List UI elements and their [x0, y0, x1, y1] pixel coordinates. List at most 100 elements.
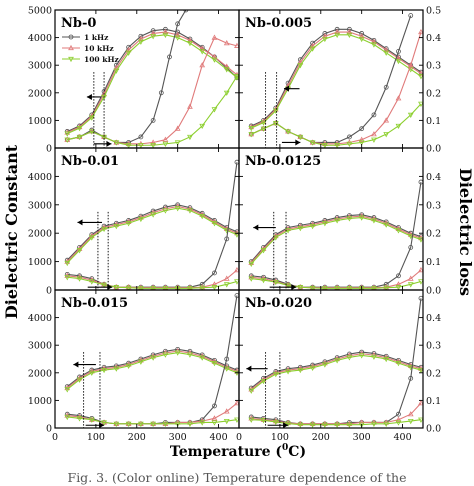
epsilon-point — [64, 131, 71, 137]
panel-title: Nb-0.01 — [61, 154, 119, 169]
loss-point — [223, 282, 230, 288]
epsilon-point — [138, 33, 144, 39]
epsilon-point — [395, 361, 402, 367]
epsilon-point — [334, 26, 340, 32]
loss-point — [150, 118, 156, 123]
loss-point — [334, 286, 341, 290]
y-tick-label: 2000 — [28, 88, 52, 99]
loss-point — [358, 422, 365, 428]
loss-point — [408, 244, 414, 250]
epsilon-point — [418, 70, 423, 76]
epsilon-point — [174, 350, 181, 356]
loss-point — [211, 281, 218, 287]
loss-point — [297, 420, 304, 426]
loss-point — [187, 134, 193, 141]
figure-caption: Fig. 3. (Color online) Temperature depen… — [67, 470, 407, 485]
loss-point — [234, 266, 239, 273]
y2-tick-label: 0.2 — [426, 88, 441, 99]
loss-point — [212, 270, 217, 276]
loss-point — [199, 62, 206, 68]
y-tick-label: 1000 — [28, 396, 52, 407]
epsilon-point — [199, 355, 206, 361]
arrow-to-dielectric-axis-head — [246, 365, 252, 372]
loss-point — [248, 132, 255, 138]
epsilon-point — [310, 220, 316, 226]
loss-point — [223, 408, 230, 414]
arrow-to-loss-axis-head — [107, 284, 113, 290]
loss-point — [137, 421, 144, 427]
loss-point — [272, 419, 279, 426]
epsilon-point — [310, 40, 316, 46]
loss-point — [162, 136, 169, 142]
epsilon-point — [248, 388, 255, 394]
loss-point — [334, 143, 341, 148]
loss-point — [358, 140, 365, 146]
epsilon-point — [358, 36, 365, 43]
epsilon-point — [297, 63, 304, 69]
loss-point — [88, 279, 95, 285]
x-tick-label: 400 — [209, 432, 227, 443]
epsilon-point — [88, 235, 95, 241]
epsilon-point — [126, 44, 132, 50]
epsilon-point — [137, 39, 144, 45]
epsilon-point — [321, 221, 328, 227]
loss-point — [125, 143, 132, 148]
loss-point — [359, 126, 365, 132]
x-axis-label-main: Temperature ( — [170, 444, 282, 460]
loss-point — [407, 112, 414, 119]
epsilon-point — [322, 218, 328, 223]
loss-point — [383, 285, 390, 290]
epsilon-point — [334, 215, 340, 220]
epsilon-point — [418, 74, 423, 80]
loss-point — [183, 10, 189, 13]
panel-title: Nb-0.0125 — [245, 154, 321, 169]
epsilon-point — [334, 355, 340, 361]
x-tick-label: 100 — [87, 432, 105, 443]
loss-point — [150, 286, 157, 290]
loss-point — [211, 415, 218, 421]
epsilon-point — [162, 352, 169, 358]
epsilon-point — [174, 206, 181, 212]
loss-point — [407, 62, 414, 68]
epsilon-point — [334, 32, 341, 38]
loss-point — [158, 90, 164, 96]
loss-point — [383, 284, 390, 290]
epsilon-point — [162, 32, 169, 38]
epsilon-point — [321, 362, 328, 368]
epsilon-point — [272, 108, 279, 114]
epsilon-point — [359, 31, 365, 36]
epsilon-point — [371, 38, 377, 44]
epsilon-series-line-2 — [67, 34, 238, 135]
loss-point — [76, 134, 83, 141]
y-tick-label: 1000 — [28, 257, 52, 268]
epsilon-point — [334, 358, 341, 364]
epsilon-point — [137, 359, 144, 365]
loss-point — [77, 273, 82, 279]
y-tick-label: 5000 — [28, 6, 52, 17]
y-tick-label: 3000 — [28, 200, 52, 211]
loss-point — [167, 54, 172, 60]
epsilon-point — [285, 369, 291, 375]
epsilon-point — [199, 49, 206, 55]
legend: 1 kHz 10 kHz 100 kHz — [62, 33, 119, 64]
loss-point — [346, 422, 353, 428]
loss-point — [234, 42, 239, 48]
panel-title: Nb-0.020 — [245, 296, 312, 311]
epsilon-point — [113, 220, 119, 226]
x-tick-label: 200 — [128, 432, 146, 443]
loss-point — [76, 416, 83, 422]
epsilon-point — [126, 360, 132, 366]
loss-point — [187, 103, 193, 109]
epsilon-point — [150, 34, 157, 40]
epsilon-point — [199, 45, 206, 51]
loss-point — [346, 141, 353, 147]
epsilon-point — [113, 68, 120, 74]
y-axis-label-left: Dielectric Constant — [2, 144, 21, 319]
panels-group: Nb-0010002000300040005000Nb-0.0050.00.10… — [28, 6, 441, 444]
x-tick-label: 0 — [52, 432, 58, 443]
arrow-to-loss-axis-head — [106, 140, 112, 147]
epsilon-point — [407, 233, 414, 240]
loss-point — [248, 276, 255, 282]
epsilon-point — [199, 352, 205, 358]
